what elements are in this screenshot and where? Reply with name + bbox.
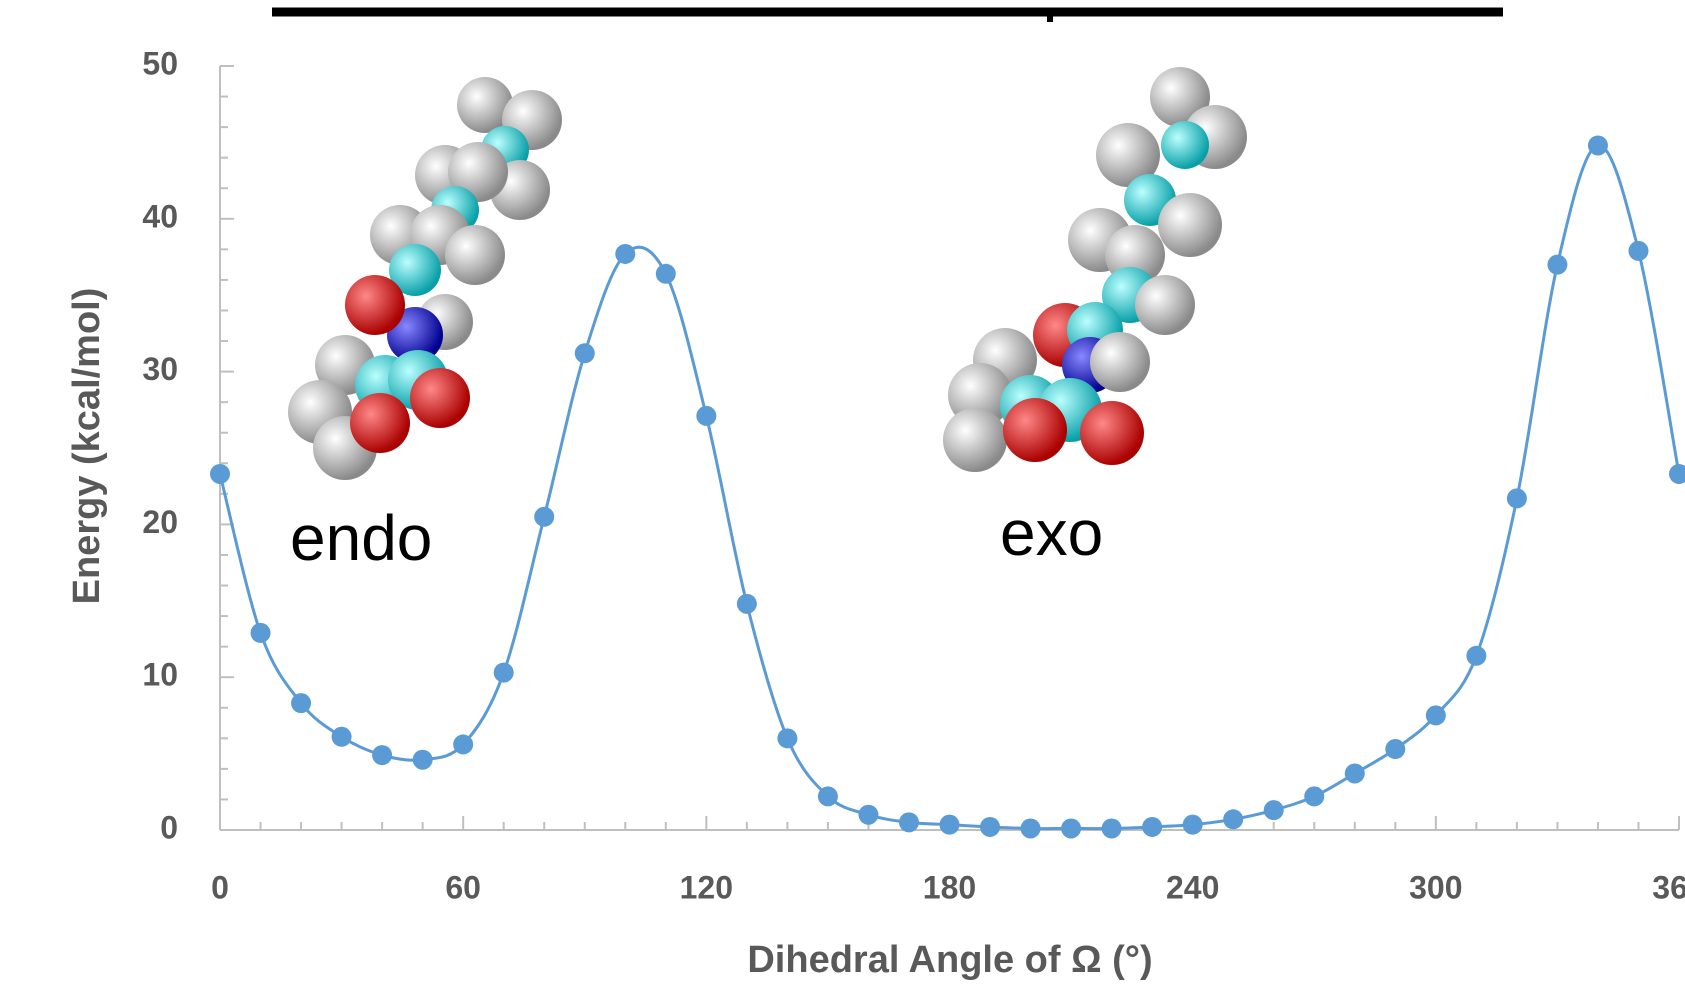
x-tick-label: 0 xyxy=(211,869,229,905)
point xyxy=(494,663,514,683)
y-tick-label: 10 xyxy=(142,657,178,693)
point xyxy=(1669,464,1685,484)
point xyxy=(656,264,676,284)
point xyxy=(1507,488,1527,508)
point xyxy=(534,507,554,527)
point xyxy=(777,728,797,748)
annotation: exo xyxy=(1000,497,1103,569)
x-tick-label: 180 xyxy=(923,869,976,905)
annotation: endo xyxy=(290,502,432,574)
point xyxy=(615,244,635,264)
point xyxy=(1628,241,1648,261)
point xyxy=(413,750,433,770)
y-tick-label: 30 xyxy=(142,351,178,387)
top-bar xyxy=(272,12,1503,22)
point xyxy=(899,812,919,832)
point xyxy=(1304,786,1324,806)
point xyxy=(1426,705,1446,725)
point xyxy=(251,623,271,643)
point xyxy=(1264,800,1284,820)
exo-molecule xyxy=(943,67,1247,472)
point xyxy=(737,594,757,614)
point xyxy=(291,693,311,713)
x-tick-label: 240 xyxy=(1166,869,1219,905)
point xyxy=(372,745,392,765)
point xyxy=(1142,817,1162,837)
point xyxy=(1021,818,1041,838)
point xyxy=(858,805,878,825)
x-tick-label: 360 xyxy=(1652,869,1685,905)
page: {"chart_data": {"type": "scatter", "x_la… xyxy=(0,0,1685,985)
x-tick-label: 120 xyxy=(680,869,733,905)
point xyxy=(980,817,1000,837)
point xyxy=(1547,255,1567,275)
point xyxy=(818,786,838,806)
y-tick-label: 0 xyxy=(160,809,178,845)
point xyxy=(1385,739,1405,759)
point xyxy=(696,406,716,426)
point xyxy=(453,734,473,754)
y-tick-label: 20 xyxy=(142,504,178,540)
point xyxy=(940,815,960,835)
point xyxy=(1345,763,1365,783)
y-tick-label: 40 xyxy=(142,198,178,234)
y-axis-title: Energy (kcal/mol) xyxy=(66,288,108,605)
point xyxy=(1102,818,1122,838)
point xyxy=(575,343,595,363)
point xyxy=(1588,135,1608,155)
chart: endo exo Dihedral Angle of Ω (°) Energy … xyxy=(0,0,1685,985)
point xyxy=(332,727,352,747)
point xyxy=(1183,815,1203,835)
endo-molecule xyxy=(288,77,562,480)
x-tick-label: 60 xyxy=(445,869,481,905)
point xyxy=(210,464,230,484)
x-axis-title: Dihedral Angle of Ω (°) xyxy=(747,939,1152,981)
point xyxy=(1466,646,1486,666)
x-tick-label: 300 xyxy=(1409,869,1462,905)
point xyxy=(1223,809,1243,829)
y-tick-label: 50 xyxy=(142,45,178,81)
point xyxy=(1061,818,1081,838)
